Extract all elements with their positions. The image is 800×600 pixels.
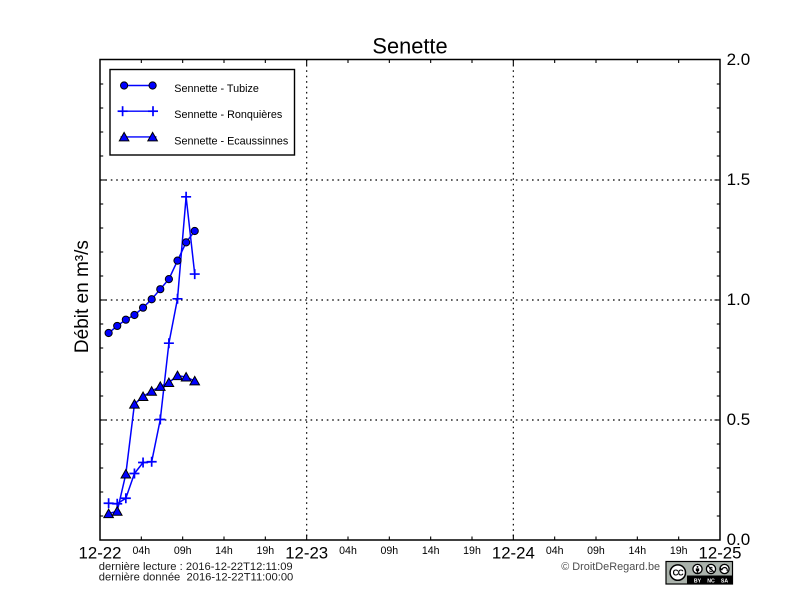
svg-text:CC: CC <box>673 569 684 578</box>
svg-text:Débit en m³/s: Débit en m³/s <box>72 240 93 353</box>
svg-text:09h: 09h <box>380 545 398 557</box>
svg-text:SA: SA <box>721 579 728 585</box>
svg-text:0.0: 0.0 <box>727 530 751 549</box>
svg-text:© DroitDeRegard.be: © DroitDeRegard.be <box>561 561 660 573</box>
svg-text:19h: 19h <box>256 545 274 557</box>
svg-text:Sennette - Ronquières: Sennette - Ronquières <box>174 109 283 121</box>
svg-text:dernière lecture : 2016-12-22T: dernière lecture : 2016-12-22T12:11:09 <box>99 561 293 573</box>
svg-text:19h: 19h <box>670 545 688 557</box>
svg-text:09h: 09h <box>587 545 605 557</box>
svg-text:NC: NC <box>707 579 715 585</box>
svg-text:14h: 14h <box>422 545 440 557</box>
svg-text:Sennette - Tubize: Sennette - Tubize <box>174 83 259 95</box>
svg-text:19h: 19h <box>463 545 481 557</box>
svg-text:0.5: 0.5 <box>727 410 751 429</box>
svg-text:14h: 14h <box>215 545 233 557</box>
svg-text:BY: BY <box>694 579 702 585</box>
svg-text:Senette: Senette <box>372 34 447 59</box>
svg-text:Sennette - Ecaussinnes: Sennette - Ecaussinnes <box>174 135 289 147</box>
svg-text:14h: 14h <box>628 545 646 557</box>
svg-text:04h: 04h <box>546 545 564 557</box>
svg-text:dernière donnée 2016-12-22T11: dernière donnée 2016-12-22T11:00:00 <box>99 571 293 583</box>
svg-text:1.0: 1.0 <box>727 290 751 309</box>
svg-text:12-25: 12-25 <box>699 543 742 562</box>
svg-text:04h: 04h <box>339 545 357 557</box>
svg-text:12-23: 12-23 <box>285 543 328 562</box>
svg-text:04h: 04h <box>132 545 150 557</box>
svg-text:2.0: 2.0 <box>727 50 751 69</box>
svg-text:12-22: 12-22 <box>79 543 122 562</box>
svg-text:1.5: 1.5 <box>727 170 751 189</box>
svg-text:12-24: 12-24 <box>492 543 535 562</box>
svg-text:09h: 09h <box>174 545 192 557</box>
